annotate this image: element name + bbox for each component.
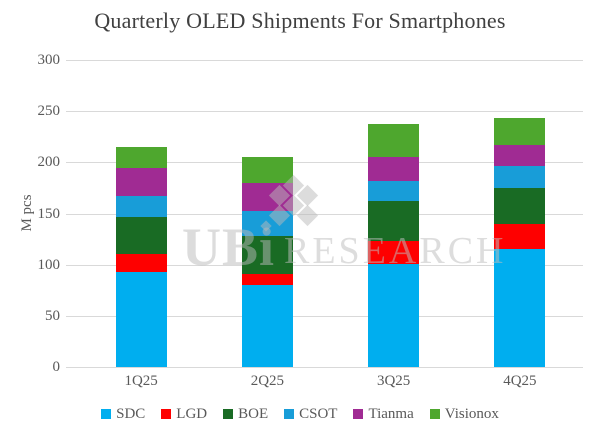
x-tick-label-3Q25: 3Q25 — [376, 373, 411, 389]
y-tick-label-50: 50 — [45, 307, 60, 324]
bar-segment-3Q25-Visionox — [368, 124, 420, 158]
gridline-100 — [66, 264, 583, 266]
legend-item-SDC: SDC — [101, 406, 145, 422]
gridline-200 — [66, 162, 583, 164]
gridline-150 — [66, 213, 583, 215]
bar-segment-2Q25-Tianma — [241, 182, 293, 212]
bar-segment-2Q25-BOE — [241, 236, 293, 274]
bar-segment-2Q25-CSOT — [241, 211, 293, 236]
legend-item-Tianma: Tianma — [353, 406, 414, 422]
legend: SDC LGD BOE CSOT Tianma Visionox — [0, 406, 600, 422]
legend-label-CSOT: CSOT — [299, 406, 338, 422]
bar-segment-3Q25-LGD — [368, 241, 420, 264]
legend-swatch-Tianma — [353, 409, 364, 419]
gridline-250 — [66, 111, 583, 113]
legend-item-BOE: BOE — [223, 406, 268, 422]
bar-segment-1Q25-Visionox — [115, 146, 167, 169]
legend-item-LGD: LGD — [161, 406, 207, 422]
bar-segment-3Q25-BOE — [368, 201, 420, 242]
y-tick-label-200: 200 — [37, 154, 61, 171]
legend-label-LGD: LGD — [176, 406, 208, 422]
gridline-50 — [66, 315, 583, 317]
bar-segment-4Q25-CSOT — [494, 166, 546, 188]
y-tick-label-0: 0 — [52, 359, 61, 375]
bar-segment-3Q25-Tianma — [368, 157, 420, 181]
x-tick-label-4Q25: 4Q25 — [503, 373, 537, 389]
chart-title: Quarterly OLED Shipments For Smartphones — [94, 8, 506, 33]
bar-segment-1Q25-CSOT — [115, 196, 167, 217]
legend-label-Tianma: Tianma — [368, 406, 414, 422]
legend-swatch-SDC — [101, 409, 112, 419]
x-tick-label-1Q25: 1Q25 — [124, 373, 158, 389]
bar-segment-1Q25-Tianma — [115, 168, 167, 197]
bar-segment-4Q25-Tianma — [494, 144, 546, 167]
legend-swatch-CSOT — [284, 409, 295, 419]
bar-segment-1Q25-LGD — [115, 254, 167, 272]
bar-segment-4Q25-LGD — [494, 223, 546, 250]
bar-segment-2Q25-SDC — [241, 285, 293, 367]
legend-label-BOE: BOE — [238, 406, 269, 422]
legend-swatch-LGD — [161, 409, 172, 419]
legend-item-Visionox: Visionox — [429, 406, 499, 422]
legend-label-Visionox: Visionox — [444, 406, 499, 422]
legend-swatch-BOE — [223, 409, 234, 419]
bar-segment-3Q25-SDC — [368, 263, 420, 367]
bar-segment-1Q25-SDC — [115, 271, 167, 367]
legend-swatch-Visionox — [429, 409, 440, 419]
y-tick-label-150: 150 — [37, 205, 61, 222]
y-tick-label-300: 300 — [37, 52, 61, 68]
bar-segment-4Q25-SDC — [494, 249, 546, 367]
bar-segment-4Q25-Visionox — [494, 118, 546, 145]
legend-label-SDC: SDC — [116, 406, 146, 422]
gridline-0 — [66, 367, 583, 368]
gridline-300 — [66, 60, 583, 61]
bar-segment-4Q25-BOE — [494, 187, 546, 224]
bar-segment-2Q25-LGD — [241, 273, 293, 286]
bar-segment-3Q25-CSOT — [368, 180, 420, 202]
y-tick-label-250: 250 — [37, 103, 61, 120]
bar-segment-1Q25-BOE — [115, 216, 167, 255]
bar-segment-2Q25-Visionox — [241, 157, 293, 183]
legend-item-CSOT: CSOT — [284, 406, 337, 422]
x-tick-label-2Q25: 2Q25 — [250, 373, 285, 389]
y-tick-label-100: 100 — [37, 256, 61, 273]
